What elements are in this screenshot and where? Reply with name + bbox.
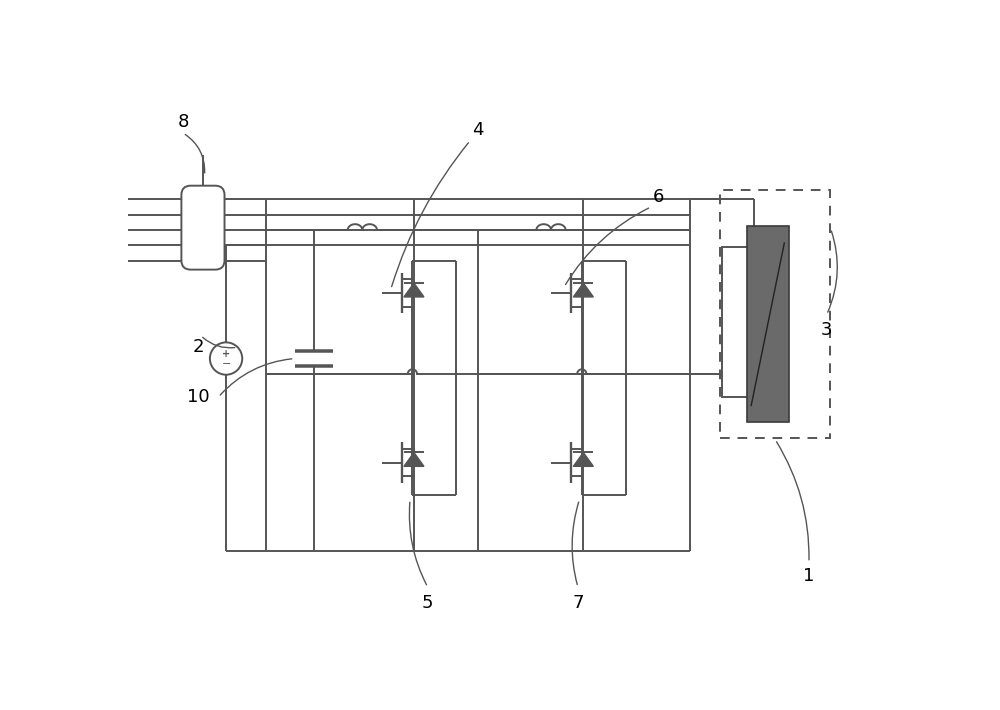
FancyBboxPatch shape (181, 186, 225, 270)
Text: −: − (221, 359, 231, 368)
Text: 7: 7 (572, 594, 584, 611)
Text: 5: 5 (422, 594, 434, 611)
Text: 8: 8 (177, 113, 189, 131)
Bar (720, 190, 830, 438)
Text: 10: 10 (187, 388, 210, 406)
Text: +: + (222, 349, 230, 359)
Text: 3: 3 (821, 321, 832, 339)
Polygon shape (404, 283, 424, 297)
Polygon shape (404, 452, 424, 466)
Polygon shape (573, 452, 593, 466)
Polygon shape (573, 283, 593, 297)
Text: 1: 1 (803, 567, 815, 586)
Bar (722, 247, 754, 397)
Text: 4: 4 (472, 121, 484, 139)
Bar (747, 226, 789, 422)
Text: 2: 2 (193, 338, 204, 356)
Text: 6: 6 (653, 188, 664, 206)
